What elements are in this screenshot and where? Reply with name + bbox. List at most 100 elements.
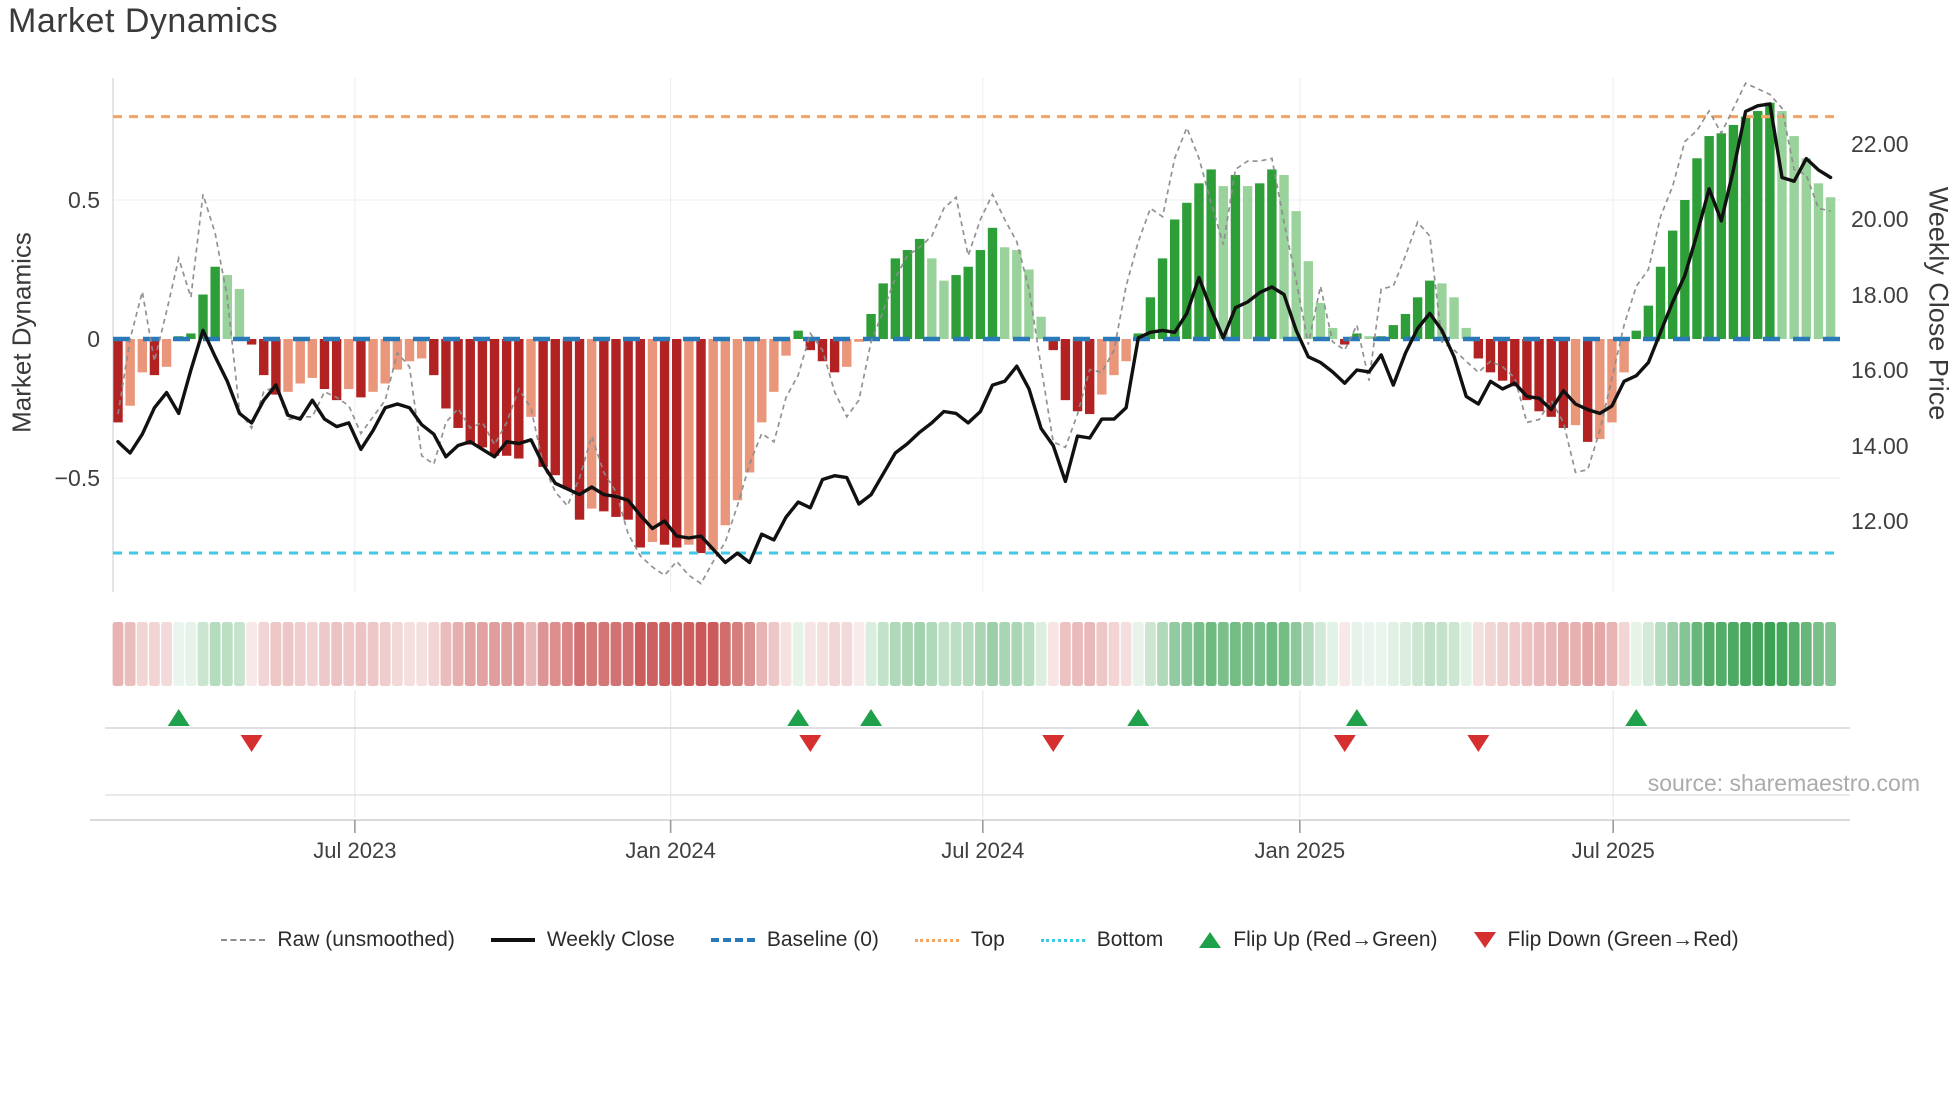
heat-cell — [1351, 622, 1363, 686]
legend-item-weekly-close: Weekly Close — [490, 928, 675, 952]
heat-cell — [1327, 622, 1338, 686]
left-axis-tick-label: 0 — [87, 326, 100, 352]
oscillator-bar — [1801, 158, 1811, 339]
flip-down-marker — [1333, 735, 1356, 752]
heat-cell — [695, 622, 707, 686]
oscillator-bar — [186, 333, 196, 339]
heat-cell — [1205, 622, 1217, 686]
heat-cell — [428, 622, 440, 686]
oscillator-bar — [987, 227, 998, 339]
oscillator-bar — [1340, 339, 1350, 345]
heat-cell — [865, 622, 877, 686]
oscillator-bar — [720, 339, 730, 526]
oscillator-bar — [1461, 327, 1471, 339]
oscillator-bar — [1534, 339, 1544, 412]
heat-cell — [987, 622, 998, 686]
oscillator-bar — [1692, 158, 1702, 339]
legend-label: Flip Up (Red→Green) — [1233, 928, 1438, 951]
flip-down-marker — [240, 735, 263, 752]
oscillator-bar — [1121, 339, 1131, 362]
heat-cell — [404, 622, 415, 686]
top-line-icon — [914, 938, 959, 942]
x-tick-label: Jan 2024 — [625, 838, 716, 863]
flip-up-marker — [1625, 709, 1648, 726]
heat-cell — [659, 622, 670, 686]
source-credit: source: sharemaestro.com — [1647, 770, 1920, 796]
heat-cell — [804, 622, 816, 686]
oscillator-bar — [963, 266, 973, 339]
heat-cell — [1740, 622, 1751, 686]
heat-cell — [1278, 622, 1290, 686]
page-title: Market Dynamics — [8, 2, 279, 40]
oscillator-bar — [951, 275, 961, 339]
heat-cell — [221, 622, 233, 686]
oscillator-bar — [866, 313, 876, 339]
bottom-line-icon — [1040, 938, 1085, 942]
x-tick-label: Jan 2025 — [1254, 838, 1346, 863]
heat-cell — [161, 622, 172, 686]
oscillator-bar — [526, 339, 536, 417]
legend-item-top: Top — [914, 928, 1005, 952]
heat-cell — [306, 622, 318, 686]
heat-cell — [1157, 622, 1168, 686]
oscillator-bar — [1412, 297, 1423, 339]
oscillator-bar — [623, 339, 633, 520]
oscillator-bar — [380, 339, 390, 384]
heat-cell — [962, 622, 974, 686]
oscillator-bar — [319, 339, 330, 390]
oscillator-bar — [113, 339, 123, 423]
flip-up-marker — [1345, 709, 1368, 726]
heat-cell — [1169, 622, 1181, 686]
heat-cell — [744, 622, 755, 686]
heat-cell — [343, 622, 355, 686]
oscillator-bar — [769, 339, 779, 392]
baseline-line-icon — [710, 938, 755, 942]
oscillator-bar — [1157, 258, 1168, 339]
heat-cell — [1606, 622, 1618, 686]
heat-cell — [914, 622, 926, 686]
oscillator-bar — [672, 339, 682, 548]
heat-cell — [209, 622, 221, 686]
oscillator-bar — [161, 339, 172, 367]
heat-cell — [1570, 622, 1581, 686]
heat-cell — [1108, 622, 1120, 686]
right-axis-tick-label: 20.00 — [1851, 206, 1909, 232]
oscillator-bar — [999, 247, 1010, 339]
heat-cell — [1059, 622, 1071, 686]
heat-cell — [391, 622, 403, 686]
heat-cell — [926, 622, 938, 686]
oscillator-bar — [137, 339, 147, 373]
oscillator-bar — [708, 339, 718, 551]
heat-cell — [1715, 622, 1727, 686]
heat-cell — [780, 622, 792, 686]
heat-cell — [1825, 622, 1836, 686]
oscillator-bar — [1170, 219, 1180, 339]
oscillator-bar — [1546, 339, 1556, 417]
oscillator-bar — [1704, 136, 1714, 339]
oscillator-bar — [1558, 339, 1569, 428]
heat-cell — [598, 622, 610, 686]
oscillator-bar — [1242, 186, 1253, 339]
heat-cell — [1375, 622, 1387, 686]
oscillator-bar — [1485, 339, 1496, 373]
heat-cell — [792, 622, 804, 686]
heat-cell — [1400, 622, 1411, 686]
oscillator-bar — [1813, 183, 1824, 339]
heat-cell — [1655, 622, 1666, 686]
left-axis-tick-label: 0.5 — [68, 187, 100, 213]
flip-up-marker — [1127, 709, 1150, 726]
oscillator-bar — [1765, 102, 1775, 339]
oscillator-bar — [599, 339, 609, 512]
heat-cell — [1679, 622, 1691, 686]
oscillator-bar — [465, 339, 475, 445]
oscillator-bar — [1327, 327, 1338, 339]
heat-cell — [1412, 622, 1424, 686]
heat-cell — [1618, 622, 1630, 686]
heat-cell — [574, 622, 585, 686]
heat-cell — [1387, 622, 1399, 686]
heat-cell — [173, 622, 185, 686]
heat-cell — [367, 622, 379, 686]
oscillator-bar — [902, 250, 913, 339]
oscillator-bar — [441, 339, 451, 409]
